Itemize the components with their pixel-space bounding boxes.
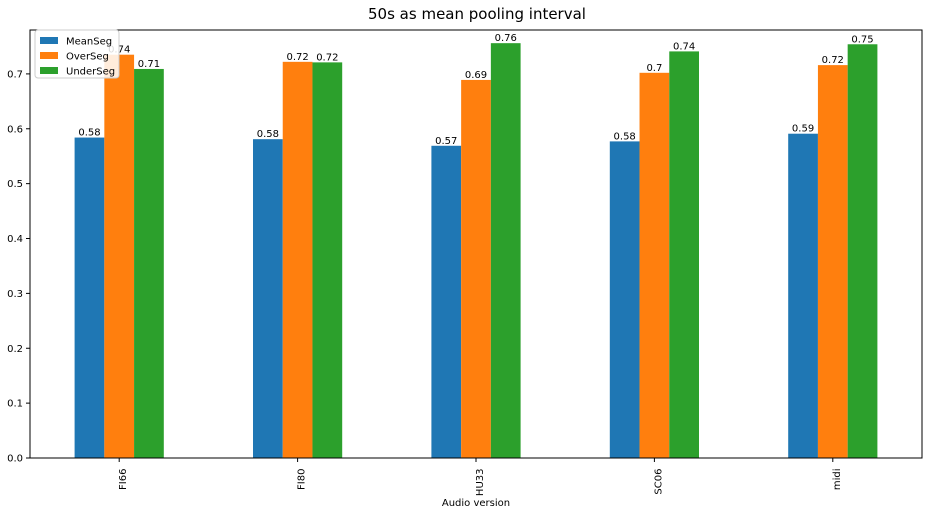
bar-meanseg-hu33 — [431, 145, 462, 458]
bar-overseg-fi80 — [282, 61, 313, 458]
y-tick-label: 0.3 — [7, 289, 23, 300]
x-axis-label: Audio version — [442, 498, 510, 509]
legend-label-underseg: UnderSeg — [66, 67, 115, 78]
x-tick-label: FI80 — [297, 469, 308, 490]
bar-underseg-fi80 — [312, 62, 343, 458]
legend-label-overseg: OverSeg — [66, 52, 109, 63]
bar-label-underseg-hu33: 0.76 — [495, 33, 517, 44]
x-tick-label: FI66 — [118, 469, 129, 490]
y-tick-label: 0.0 — [7, 454, 23, 465]
legend-swatch-meanseg — [40, 37, 58, 44]
bar-label-overseg-hu33: 0.69 — [465, 70, 487, 81]
bar-meanseg-sc06 — [609, 141, 640, 458]
bar-underseg-sc06 — [669, 51, 699, 459]
bar-label-overseg-fi80: 0.72 — [286, 52, 308, 63]
bar-underseg-midi — [847, 44, 878, 459]
bar-underseg-hu33 — [490, 43, 521, 459]
legend-swatch-overseg — [40, 52, 58, 59]
bar-label-underseg-fi66: 0.71 — [138, 59, 160, 70]
y-tick-label: 0.6 — [7, 124, 23, 135]
y-tick-label: 0.4 — [7, 234, 23, 245]
plot-frame — [29, 29, 923, 459]
bar-label-overseg-midi: 0.72 — [822, 55, 844, 66]
bar-overseg-fi66 — [104, 54, 135, 458]
bar-overseg-sc06 — [639, 72, 670, 459]
bar-label-underseg-fi80: 0.72 — [316, 52, 338, 63]
legend-swatch-underseg — [40, 67, 58, 74]
y-tick-label: 0.7 — [7, 69, 23, 80]
bar-meanseg-fi66 — [74, 137, 105, 459]
x-tick-label: SC06 — [653, 469, 664, 495]
y-axis: 0.0 0.1 0.2 0.3 0.4 0.5 0.6 0.7 — [7, 69, 30, 465]
legend: MeanSeg OverSeg UnderSeg — [34, 29, 120, 79]
bar-label-overseg-sc06: 0.7 — [646, 63, 662, 74]
bar-label-underseg-midi: 0.75 — [851, 34, 873, 45]
bar-overseg-hu33 — [461, 79, 491, 458]
bar-meanseg-midi — [788, 133, 818, 458]
bar-overseg-midi — [817, 65, 848, 458]
y-tick-label: 0.1 — [7, 399, 23, 410]
bar-underseg-fi66 — [134, 68, 164, 458]
chart-title: 50s as mean pooling interval — [368, 5, 586, 23]
x-tick-label: midi — [832, 469, 843, 491]
bar-labels-group: 0.58 0.74 0.71 0.58 0.72 0.72 0.57 0.69 0.76 0.58… — [78, 33, 873, 147]
bar-label-meanseg-midi: 0.59 — [792, 124, 814, 135]
y-tick-label: 0.5 — [7, 179, 23, 190]
y-tick-label: 0.2 — [7, 344, 23, 355]
bars-group — [74, 43, 878, 459]
bar-label-meanseg-fi66: 0.58 — [78, 128, 100, 139]
bar-label-meanseg-sc06: 0.58 — [614, 131, 636, 142]
x-tick-label: HU33 — [475, 469, 486, 497]
bar-meanseg-fi80 — [253, 139, 283, 458]
legend-label-meanseg: MeanSeg — [66, 37, 112, 48]
x-axis: FI66 FI80 HU33 SC06 midi — [118, 458, 843, 496]
bar-label-underseg-sc06: 0.74 — [673, 41, 695, 52]
bar-label-meanseg-hu33: 0.57 — [435, 136, 457, 147]
bar-label-meanseg-fi80: 0.58 — [257, 129, 279, 140]
